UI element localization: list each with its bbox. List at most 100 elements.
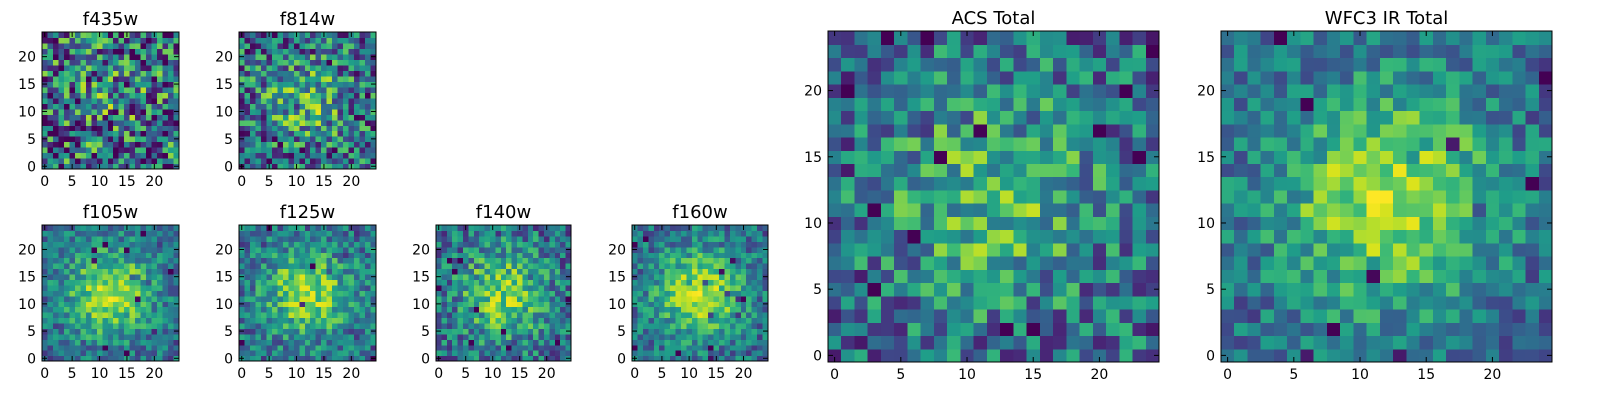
image-cell [500,268,507,275]
image-cell [653,225,660,232]
image-cell [277,306,284,313]
image-cell [343,75,350,82]
image-cell [310,92,317,99]
image-cell [1092,83,1107,98]
image-cell [894,203,909,217]
image-cell [1013,44,1028,59]
image-cell [249,344,257,351]
image-cell [933,163,948,178]
image-cell [522,306,529,313]
image-cell [719,328,726,335]
image-cell [113,64,120,71]
image-cell [124,257,131,264]
image-cell [1066,176,1081,191]
image-cell [691,350,698,357]
image-cell [266,246,273,253]
image-cell [140,70,147,77]
image-cell [129,230,136,237]
image-cell [332,284,339,291]
image-cell [664,235,671,242]
image-cell [255,42,262,50]
image-cell [632,252,639,259]
image-cell [854,70,869,85]
image-cell [500,339,507,346]
image-cell [452,312,459,319]
image-cell [343,279,350,286]
image-cell [697,350,704,357]
image-cell [146,119,153,126]
image-cell [354,108,361,115]
image-cell [463,284,469,291]
image-cell [260,158,267,165]
image-cell [1039,97,1054,112]
image-cell [321,92,328,99]
image-cell [173,152,180,159]
image-cell [260,317,267,324]
image-cell [299,147,306,154]
image-cell [266,263,273,270]
image-cell [255,290,262,297]
image-cell [52,81,60,88]
image-cell [729,268,736,275]
image-cell [670,225,677,232]
image-cell [1234,256,1249,270]
image-cell [173,158,180,165]
image-cell [124,53,131,60]
image-cell [1499,216,1513,231]
image-cell [102,37,109,44]
image-cell [1145,348,1160,363]
image-cell [107,246,114,253]
image-cell [370,70,377,77]
image-cell [370,147,377,154]
image-cell [239,141,246,148]
image-cell [527,241,534,248]
image-cell [473,225,480,232]
image-cell [457,328,464,335]
image-cell [746,257,753,264]
image-cell [1313,335,1328,350]
image-cell [1119,269,1134,284]
image-cell [495,295,502,302]
image-cell [1353,176,1368,191]
image-cell [533,333,540,340]
image-cell [146,158,153,165]
image-cell [244,284,251,291]
image-cell [63,86,70,93]
image-cell [841,335,856,350]
image-cell [637,339,644,346]
image-cell [907,31,922,45]
image-cell [310,279,317,286]
image-cell [244,225,251,232]
image-cell [554,268,561,275]
image-cell [1419,189,1434,204]
image-cell [249,257,257,264]
image-cell [740,290,747,297]
image-cell [42,333,49,340]
image-cell [102,279,109,286]
image-cell [1026,216,1041,231]
image-cell [118,114,125,121]
image-cell [1485,295,1500,310]
image-cell [47,86,54,93]
image-cell [157,147,164,154]
image-cell [173,103,180,110]
image-cell [457,317,464,324]
image-cell [724,322,731,329]
image-cell [326,273,333,280]
image-cell [310,53,317,60]
image-cell [91,59,98,66]
image-cell [370,241,377,248]
image-cell [484,290,491,297]
image-cell [282,136,289,143]
image-cell [80,119,87,126]
image-cell [484,273,491,280]
image-cell [162,119,169,126]
image-cell [157,119,164,126]
image-cell [124,114,131,121]
image-cell [91,103,98,110]
image-cell [1221,176,1235,191]
image-cell [343,339,350,346]
image-cell [277,279,284,286]
image-cell [271,163,278,170]
image-cell [664,322,671,329]
